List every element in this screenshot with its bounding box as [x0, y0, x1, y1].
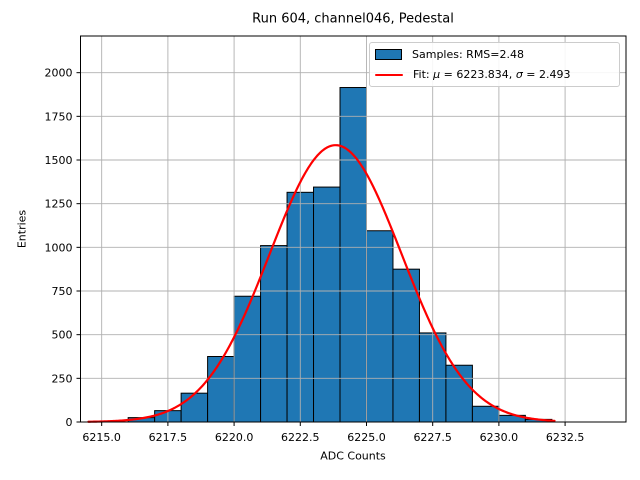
y-tick-label: 500 [52, 329, 73, 342]
x-tick-label: 6217.5 [149, 431, 188, 444]
x-tick-label: 6227.5 [413, 431, 452, 444]
histogram-bar [471, 405, 500, 423]
x-tick-label: 6225.0 [347, 431, 386, 444]
y-tick-label: 750 [52, 285, 73, 298]
histogram-bar [313, 186, 341, 423]
legend-fit-sigma-value: = 2.493 [522, 68, 571, 82]
legend-label-fit: Fit: μ = 6223.834, σ = 2.493 [413, 68, 571, 81]
legend-label-samples: Samples: RMS=2.48 [412, 47, 525, 61]
legend-item-fit: Fit: μ = 6223.834, σ = 2.493 [375, 65, 613, 86]
legend-swatch-samples [375, 48, 402, 60]
legend-item-samples: Samples: RMS=2.48 [375, 44, 613, 65]
y-tick-label: 1250 [45, 198, 73, 211]
y-tick-label: 1500 [45, 154, 73, 167]
chart-title: Run 604, channel046, Pedestal [252, 11, 454, 27]
y-tick-label: 0 [66, 416, 73, 429]
histogram-bar [180, 392, 209, 423]
legend: Samples: RMS=2.48 Fit: μ = 6223.834, σ =… [369, 42, 620, 87]
histogram-bar [365, 230, 394, 423]
histogram-bar [207, 356, 235, 423]
histogram-bar [233, 295, 262, 423]
histogram-bar [339, 87, 367, 423]
x-axis-label: ADC Counts [320, 449, 386, 463]
legend-fit-sigma-symbol: σ [515, 68, 523, 82]
x-tick-label: 6215.0 [82, 431, 121, 444]
y-axis-label: Entries [15, 209, 29, 249]
x-tick-label: 6230.0 [480, 431, 519, 444]
legend-fit-prefix: Fit: [413, 68, 434, 82]
y-tick-label: 2000 [45, 67, 73, 80]
y-tick-label: 1750 [45, 110, 73, 123]
histogram-bar [392, 268, 420, 423]
fit-curve [87, 144, 556, 423]
legend-fit-mu-symbol: μ [433, 68, 441, 82]
legend-fit-mu-value: = 6223.834, [440, 68, 516, 82]
x-tick-label: 6222.5 [281, 431, 320, 444]
plot-spines [80, 35, 627, 423]
y-tick-label: 250 [52, 372, 73, 385]
legend-swatch-fit [375, 73, 403, 76]
histogram-bar [260, 245, 288, 423]
x-tick-label: 6220.0 [215, 431, 254, 444]
y-tick-label: 1000 [45, 241, 73, 254]
x-tick-label: 6232.5 [546, 431, 585, 444]
